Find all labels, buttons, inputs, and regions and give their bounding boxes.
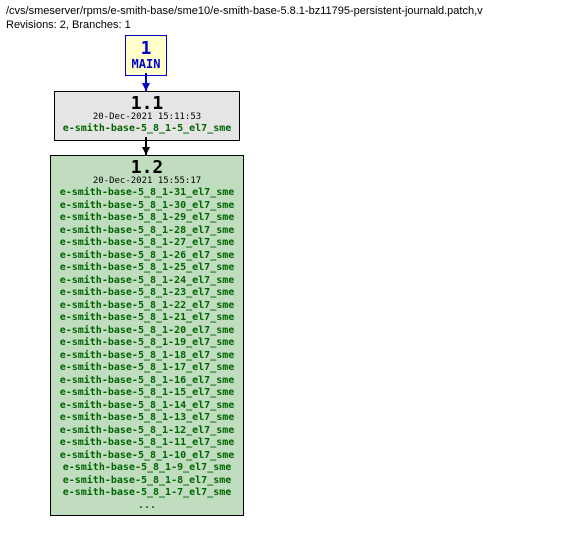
rev-1-1-version: 1.1 (61, 94, 233, 114)
rev-1-2-node: 1.2 20-Dec-2021 15:55:17 e-smith-base-5_… (50, 155, 244, 516)
rev-1-2-tag: e-smith-base-5_8_1-28_el7_sme (57, 225, 237, 238)
rev-1-2-tag: e-smith-base-5_8_1-25_el7_sme (57, 262, 237, 275)
rev-1-2-tag: e-smith-base-5_8_1-22_el7_sme (57, 300, 237, 313)
rev-1-2-tag: e-smith-base-5_8_1-8_el7_sme (57, 475, 237, 488)
rev-1-2-tag: e-smith-base-5_8_1-9_el7_sme (57, 462, 237, 475)
rev-1-2-tag: e-smith-base-5_8_1-30_el7_sme (57, 200, 237, 213)
file-path: /cvs/smeserver/rpms/e-smith-base/sme10/e… (6, 4, 572, 18)
rev-1-2-ellipsis: ... (57, 500, 237, 511)
rev-1-2-tag: e-smith-base-5_8_1-21_el7_sme (57, 312, 237, 325)
rev-1-2-tag: e-smith-base-5_8_1-7_el7_sme (57, 487, 237, 500)
rev-1-2-tag: e-smith-base-5_8_1-29_el7_sme (57, 212, 237, 225)
rev-1-2-tag: e-smith-base-5_8_1-20_el7_sme (57, 325, 237, 338)
rev-1-2-date: 20-Dec-2021 15:55:17 (57, 177, 237, 187)
rev-1-2-tag: e-smith-base-5_8_1-19_el7_sme (57, 337, 237, 350)
rev-1-2-tag: e-smith-base-5_8_1-12_el7_sme (57, 425, 237, 438)
rev-1-2-tag: e-smith-base-5_8_1-24_el7_sme (57, 275, 237, 288)
rev-1-1-date: 20-Dec-2021 15:11:53 (61, 113, 233, 123)
rev-1-2-version: 1.2 (57, 158, 237, 178)
rev-1-2-tag: e-smith-base-5_8_1-13_el7_sme (57, 412, 237, 425)
rev-1-2-tag: e-smith-base-5_8_1-26_el7_sme (57, 250, 237, 263)
rev-1-2-tag: e-smith-base-5_8_1-14_el7_sme (57, 400, 237, 413)
graph-canvas: 1 MAIN 1.1 20-Dec-2021 15:11:53 e-smith-… (0, 35, 578, 540)
rev-1-1-tag: e-smith-base-5_8_1-5_el7_sme (61, 123, 233, 136)
rev-1-2-tag: e-smith-base-5_8_1-31_el7_sme (57, 187, 237, 200)
main-branch-node: 1 MAIN (125, 35, 167, 76)
rev-1-1-node: 1.1 20-Dec-2021 15:11:53 e-smith-base-5_… (54, 91, 240, 141)
rev-1-2-tag: e-smith-base-5_8_1-10_el7_sme (57, 450, 237, 463)
rev-1-2-tag: e-smith-base-5_8_1-15_el7_sme (57, 387, 237, 400)
connector-11-to-12 (142, 137, 154, 156)
rev-1-2-tag: e-smith-base-5_8_1-16_el7_sme (57, 375, 237, 388)
rev-1-2-tags: e-smith-base-5_8_1-31_el7_smee-smith-bas… (57, 187, 237, 500)
rev-1-2-tag: e-smith-base-5_8_1-18_el7_sme (57, 350, 237, 363)
rev-1-2-tag: e-smith-base-5_8_1-23_el7_sme (57, 287, 237, 300)
rev-1-2-tag: e-smith-base-5_8_1-11_el7_sme (57, 437, 237, 450)
main-branch-number: 1 (141, 39, 152, 59)
file-header: /cvs/smeserver/rpms/e-smith-base/sme10/e… (0, 0, 578, 35)
connector-main-to-11 (142, 73, 154, 92)
rev-1-2-tag: e-smith-base-5_8_1-27_el7_sme (57, 237, 237, 250)
rev-1-2-tag: e-smith-base-5_8_1-17_el7_sme (57, 362, 237, 375)
main-branch-label: MAIN (132, 58, 161, 71)
file-info: Revisions: 2, Branches: 1 (6, 18, 572, 32)
